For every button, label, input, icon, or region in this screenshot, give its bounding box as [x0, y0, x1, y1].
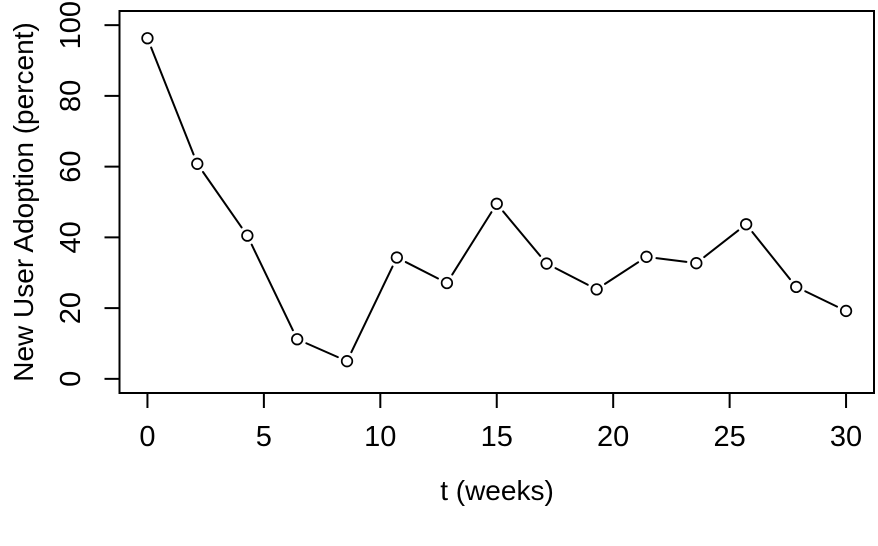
x-tick-label: 20 [597, 421, 629, 453]
x-tick-label: 0 [139, 421, 155, 453]
x-tick-label: 25 [713, 421, 745, 453]
data-point [191, 157, 204, 170]
series-segment [404, 261, 440, 280]
data-point [340, 355, 354, 368]
series-segment [804, 290, 839, 308]
series-segment [554, 267, 589, 286]
y-tick-label: 40 [55, 221, 87, 253]
data-point [590, 283, 603, 296]
y-tick-label: 0 [55, 371, 87, 387]
data-point [490, 197, 503, 210]
data-point [690, 257, 703, 270]
data-point [440, 276, 454, 290]
y-tick-label: 20 [55, 292, 87, 324]
series-segment [655, 257, 688, 263]
y-tick-label: 60 [55, 150, 87, 182]
series-segment [604, 261, 640, 285]
data-point [241, 229, 254, 242]
data-point [141, 32, 154, 45]
series-segment [502, 210, 542, 257]
data-point [390, 251, 403, 264]
series-segment [350, 265, 394, 354]
y-tick-label: 100 [55, 1, 87, 49]
data-point [790, 280, 803, 294]
series-segment [150, 46, 195, 156]
series-segment [201, 171, 243, 229]
plot-body: 0 5 10 15 20 25 30 0 20 40 60 80 100 [55, 1, 875, 453]
series-segment [250, 243, 294, 332]
series-segment [751, 231, 791, 281]
data-point [740, 218, 753, 231]
series-segment [451, 211, 493, 276]
data-point [291, 333, 304, 346]
series-segment [305, 342, 339, 359]
x-tick-label: 15 [481, 421, 513, 453]
x-tick-label: 5 [256, 421, 272, 453]
x-tick-label: 10 [364, 421, 396, 453]
x-tick-label: 30 [830, 421, 862, 453]
y-tick-label: 80 [55, 80, 87, 112]
data-point [640, 250, 653, 263]
x-axis-title: t (weeks) [440, 475, 554, 506]
series-segment [703, 229, 740, 259]
data-point [540, 257, 553, 270]
y-axis-title: New User Adoption (percent) [8, 22, 39, 382]
data-point [839, 304, 853, 318]
